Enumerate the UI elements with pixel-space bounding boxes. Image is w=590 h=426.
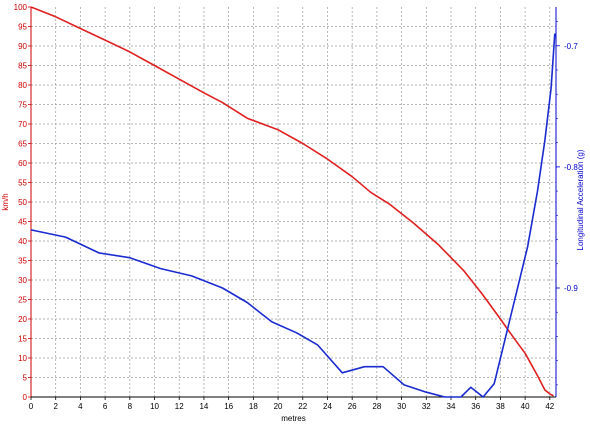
y-left-tick-label: 15	[18, 335, 27, 344]
speed-series-line	[30, 6, 554, 397]
x-tick-label: 20	[274, 402, 283, 411]
x-tick-label: 12	[175, 402, 184, 411]
y-left-tick-label: 80	[18, 81, 27, 90]
y-left-tick-label: 95	[18, 23, 27, 32]
y-left-tick-label: 45	[18, 218, 27, 227]
y-left-tick-label: 70	[18, 120, 27, 129]
y-left-tick-label: 65	[18, 140, 27, 149]
y-left-tick-label: 90	[18, 42, 27, 51]
y-left-tick-label: 75	[18, 101, 27, 110]
y-right-tick-label: -0.9	[564, 284, 578, 293]
y-left-tick-label: 55	[18, 179, 27, 188]
x-axis-title: metres	[281, 414, 305, 423]
y-left-tick-label: 25	[18, 296, 27, 305]
y-right-tick-label: -0.7	[564, 42, 578, 51]
y-left-tick-label: 0	[23, 393, 28, 402]
labels: 0 2 4 6 8 10 12 14 16 18 20 22 24 26 28 30 32 34 36 38 40 420…	[1, 3, 585, 423]
x-tick-label: 42	[545, 402, 554, 411]
y-left-tick-label: 50	[18, 198, 27, 207]
x-tick-label: 28	[372, 402, 381, 411]
y-right-tick-label: -0.8	[564, 163, 578, 172]
y-left-tick-label: 85	[18, 62, 27, 71]
y-left-tick-label: 20	[18, 315, 27, 324]
x-tick-label: 10	[150, 402, 159, 411]
x-tick-label: 18	[249, 402, 258, 411]
x-tick-label: 34	[447, 402, 456, 411]
x-tick-label: 38	[496, 402, 505, 411]
y-right-axis-title: Longitudinal Acceleration (g)	[576, 149, 585, 250]
y-left-tick-label: 30	[18, 276, 27, 285]
x-tick-label: 24	[323, 402, 332, 411]
x-tick-label: 16	[224, 402, 233, 411]
x-tick-label: 6	[103, 402, 108, 411]
y-left-tick-label: 100	[14, 3, 28, 12]
x-tick-label: 32	[422, 402, 431, 411]
x-tick-label: 4	[78, 402, 83, 411]
x-tick-label: 8	[128, 402, 133, 411]
axes	[28, 6, 560, 400]
x-tick-label: 22	[298, 402, 307, 411]
x-tick-label: 0	[29, 402, 34, 411]
y-left-tick-label: 35	[18, 257, 27, 266]
x-tick-label: 30	[397, 402, 406, 411]
x-tick-label: 36	[471, 402, 480, 411]
series	[30, 6, 556, 398]
y-left-tick-label: 40	[18, 237, 27, 246]
y-left-tick-label: 60	[18, 159, 27, 168]
grid	[31, 7, 556, 397]
acceleration-series-line	[30, 33, 556, 398]
y-left-tick-label: 10	[18, 354, 27, 363]
y-left-tick-label: 5	[23, 374, 28, 383]
x-tick-label: 26	[348, 402, 357, 411]
x-tick-label: 2	[53, 402, 58, 411]
x-tick-label: 14	[199, 402, 208, 411]
y-left-axis-title: km/h	[1, 193, 10, 210]
x-tick-label: 40	[521, 402, 530, 411]
